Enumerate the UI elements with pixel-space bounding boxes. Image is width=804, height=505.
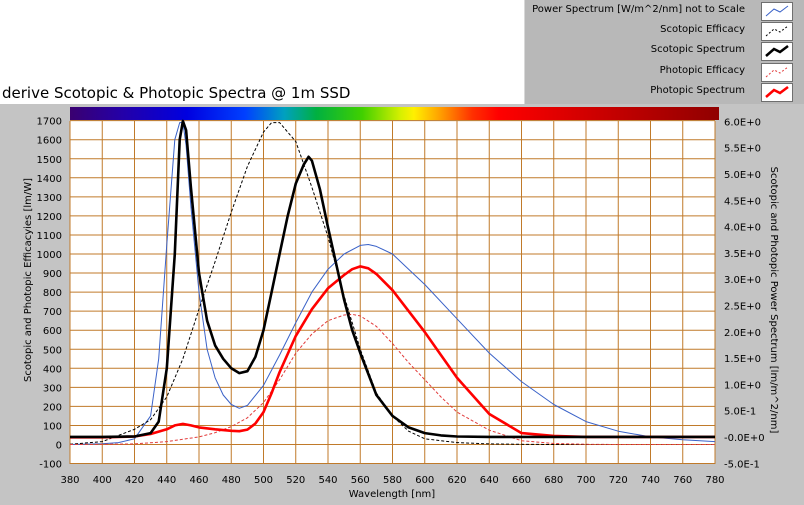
x-tick-label: 460 [189,475,208,486]
legend: Power Spectrum [W/m^2/nm] not to Scale S… [524,0,804,104]
legend-swatch-photopic-spectrum [761,83,793,102]
legend-item-photopic-efficacy: Photopic Efficacy [525,62,804,82]
y-axis-right: -5.0E-1 -0.0E+0 5.0E-1 1.0E+0 1.5E+0 2.0E+0 2.… [724,117,765,470]
y-left-tick-label: 600 [43,326,62,337]
y-left-tick-label: 500 [43,345,62,356]
x-tick-label: 560 [351,475,370,486]
x-tick-label: 600 [415,475,434,486]
y-left-tick-label: 1400 [37,174,62,185]
x-tick-label: 620 [447,475,466,486]
y-right-tick-label: 3.5E+0 [724,249,761,260]
y-left-tick-label: 400 [43,364,62,375]
legend-swatch-power-spectrum [761,2,793,21]
x-tick-label: 580 [383,475,402,486]
y-left-tick-label: 0 [56,441,62,452]
y-right-tick-label: 1.0E+0 [724,380,761,391]
y-left-tick-label: 1000 [37,250,62,261]
legend-label: Power Spectrum [W/m^2/nm] not to Scale [532,4,745,15]
y-left-tick-label: 1100 [37,231,62,242]
series-layer [69,119,716,445]
y-right-tick-label: 5.0E+0 [724,170,761,181]
legend-label: Photopic Efficacy [659,65,745,76]
y-right-tick-label: -5.0E-1 [724,459,760,470]
legend-item-scotopic-efficacy: Scotopic Efficacy [525,21,804,41]
y-right-tick-label: 6.0E+0 [724,117,761,128]
x-tick-label: 640 [480,475,499,486]
y-right-tick-label: 5.0E-1 [724,407,756,418]
y-right-tick-label: 1.5E+0 [724,354,761,365]
legend-item-power-spectrum: Power Spectrum [W/m^2/nm] not to Scale [525,1,804,21]
x-tick-label: 680 [544,475,563,486]
series-photopic-spectrum [70,265,715,439]
y-left-tick-label: -100 [39,460,62,471]
series-power-spectrum-w-m-2-nm-not-to-scale [69,122,716,445]
x-tick-label: 520 [286,475,305,486]
x-tick-label: 440 [157,475,176,486]
legend-label: Scotopic Spectrum [650,44,745,55]
legend-label: Photopic Spectrum [650,85,745,96]
y-axis-right-title: Scotopic and Photopic Power Spectrum [lm… [768,167,779,434]
x-tick-label: 700 [576,475,595,486]
y-right-tick-label: 2.5E+0 [724,302,761,313]
x-tick-label: 720 [609,475,628,486]
legend-item-photopic-spectrum: Photopic Spectrum [525,82,804,102]
y-left-tick-label: 1300 [37,193,62,204]
x-tick-label: 760 [673,475,692,486]
y-right-tick-label: 5.5E+0 [724,144,761,155]
y-axis-left-title: Scotopic and Photopic Efficacyies [lm/W] [23,178,34,382]
x-tick-label: 420 [125,475,144,486]
chart-title: derive Scotopic & Photopic Spectra @ 1m … [2,84,351,102]
y-right-tick-label: 4.5E+0 [724,196,761,207]
x-tick-label: 660 [512,475,531,486]
x-axis-title: Wavelength [nm] [349,489,435,500]
y-left-tick-label: 1600 [37,136,62,147]
spectrum-bar [70,107,719,120]
y-left-tick-label: 300 [43,383,62,394]
y-left-tick-label: 1700 [37,117,62,128]
y-left-tick-label: 800 [43,288,62,299]
series-scotopic-spectrum [70,119,715,439]
x-axis: 380 400 420 440 460 480 500 520 540 560 580 600 620 6… [60,475,724,486]
y-right-tick-label: 2.0E+0 [724,328,761,339]
legend-swatch-scotopic-efficacy [761,22,793,41]
y-left-tick-label: 1200 [37,212,62,223]
y-right-tick-label: -0.0E+0 [724,433,765,444]
y-left-tick-label: 900 [43,269,62,280]
y-left-tick-label: 1500 [37,155,62,166]
x-tick-label: 740 [641,475,660,486]
legend-item-scotopic-spectrum: Scotopic Spectrum [525,41,804,61]
x-tick-label: 480 [222,475,241,486]
legend-swatch-scotopic-spectrum [761,42,793,61]
legend-swatch-photopic-efficacy [761,63,793,82]
x-tick-label: 380 [60,475,79,486]
y-left-tick-label: 700 [43,307,62,318]
x-tick-label: 400 [93,475,112,486]
x-tick-label: 780 [705,475,724,486]
y-right-tick-label: 3.0E+0 [724,275,761,286]
y-left-tick-label: 100 [43,421,62,432]
legend-label: Scotopic Efficacy [660,24,745,35]
x-tick-label: 500 [254,475,273,486]
y-left-tick-label: 200 [43,402,62,413]
x-tick-label: 540 [318,475,337,486]
y-axis-left: -100 0 100 200 300 400 500 600 700 800 900 1000 1100… [37,117,62,471]
y-right-tick-label: 4.0E+0 [724,223,761,234]
